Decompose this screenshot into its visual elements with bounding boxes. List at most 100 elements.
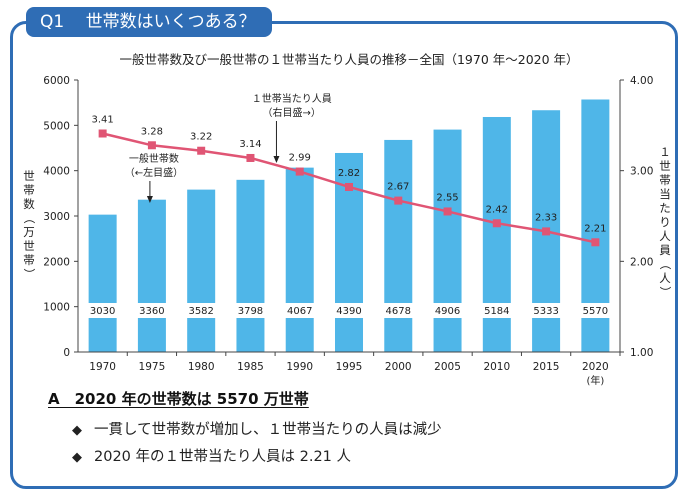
- bar: [137, 199, 166, 352]
- line-marker: [246, 153, 255, 162]
- left-axis-title: ）: [22, 268, 36, 280]
- bar-value-label: 4067: [287, 306, 312, 317]
- diamond-bullet-icon: ◆: [72, 423, 82, 438]
- bar: [285, 167, 314, 352]
- bar: [433, 129, 462, 352]
- right-tick-label: 3.00: [630, 166, 653, 178]
- left-axis-title: 帯: [23, 183, 35, 197]
- annotation-line-arrowhead: [273, 156, 280, 163]
- x-tick-label: 1970: [89, 361, 116, 373]
- line-marker: [98, 129, 107, 138]
- bar: [384, 139, 413, 352]
- right-axis-title: 員: [659, 243, 671, 257]
- left-axis-title: 世: [23, 169, 35, 183]
- x-tick-label: 2020: [582, 361, 609, 373]
- bar-value-label: 3030: [90, 306, 115, 317]
- diamond-bullet-icon: ◆: [72, 450, 82, 465]
- line-marker: [295, 167, 304, 176]
- bar-value-label: 3798: [238, 306, 263, 317]
- bar-label-box: [479, 303, 514, 318]
- x-tick-label: 1990: [286, 361, 313, 373]
- right-tick-label: 4.00: [630, 75, 653, 87]
- annotation-bar-arrowhead: [146, 196, 153, 203]
- left-axis-title: 数: [23, 197, 35, 211]
- annotation-bar-label: 一般世帯数: [129, 152, 179, 165]
- bar-label-box: [529, 303, 564, 318]
- question-number: Q1: [40, 12, 65, 32]
- bar: [236, 179, 265, 352]
- line-marker: [591, 238, 600, 247]
- left-tick-label: 6000: [43, 75, 70, 87]
- x-tick-label: 2005: [434, 361, 461, 373]
- x-tick-label: 1995: [336, 361, 363, 373]
- x-axis-unit: (年): [586, 374, 604, 387]
- x-tick-label: 2010: [483, 361, 510, 373]
- bar-value-label: 4906: [435, 306, 460, 317]
- answer-bullet-text: 一貫して世帯数が増加し、１世帯当たりの人員は減少: [94, 422, 442, 438]
- right-axis-title: 人: [659, 271, 671, 285]
- right-tick-label: 1.00: [630, 347, 653, 359]
- line-marker: [197, 146, 206, 155]
- x-tick-label: 2000: [385, 361, 412, 373]
- bar-value-label: 5570: [583, 306, 608, 317]
- answer-bullet-text: 2020 年の１世帯当たり人員は 2.21 人: [94, 449, 352, 465]
- line-marker: [345, 182, 353, 191]
- right-axis-title: 人: [659, 229, 671, 243]
- right-tick-label: 2.00: [630, 256, 653, 268]
- line-marker: [147, 141, 156, 150]
- bar-label-box: [85, 303, 120, 318]
- bar-label-box: [233, 303, 268, 318]
- bar-label-box: [282, 303, 317, 318]
- bar-value-label: 4390: [336, 306, 361, 317]
- bar-label-box: [578, 303, 613, 318]
- line-value-label: 2.21: [584, 223, 606, 234]
- x-tick-label: 1975: [139, 361, 166, 373]
- x-tick-label: 2015: [533, 361, 560, 373]
- annotation-line-label: １世帯当たり人員: [252, 92, 332, 105]
- left-tick-label: 1000: [43, 302, 70, 314]
- right-axis-title: ）: [658, 286, 672, 298]
- bar-value-label: 4678: [386, 306, 411, 317]
- line-value-label: 2.82: [338, 168, 360, 179]
- bar-value-label: 3360: [139, 306, 164, 317]
- annotation-bar-label: （←左目盛）: [125, 166, 183, 179]
- left-tick-label: 0: [63, 347, 70, 359]
- left-axis-title: 帯: [23, 253, 35, 267]
- left-tick-label: 3000: [43, 211, 70, 223]
- right-axis-title: り: [659, 215, 671, 229]
- line-marker: [542, 227, 551, 236]
- question-tab: Q1 世帯数はいくつある？: [26, 7, 272, 37]
- bar-label-box: [332, 303, 366, 318]
- x-tick-label: 1980: [188, 361, 215, 373]
- left-tick-label: 4000: [43, 166, 70, 178]
- answer-bullet-1: ◆ 一貫して世帯数が増加し、１世帯当たりの人員は減少: [72, 418, 442, 439]
- bar: [88, 214, 117, 352]
- left-tick-label: 5000: [43, 120, 70, 132]
- right-axis-title: （: [658, 258, 672, 270]
- line-marker: [394, 196, 403, 205]
- right-axis-title: た: [659, 201, 671, 215]
- bar-label-box: [184, 303, 219, 318]
- line-value-label: 3.41: [92, 114, 114, 125]
- bar-value-label: 5333: [533, 306, 558, 317]
- line-value-label: 2.42: [486, 204, 508, 215]
- right-axis-title: 帯: [659, 173, 671, 187]
- line-value-label: 2.99: [289, 153, 311, 164]
- left-tick-label: 2000: [43, 256, 70, 268]
- answer-title: A 2020 年の世帯数は 5570 万世帯: [48, 390, 309, 408]
- bar-label-box: [430, 303, 465, 318]
- bar-value-label: 3582: [188, 306, 213, 317]
- line-value-label: 3.14: [239, 139, 261, 150]
- line-value-label: 2.67: [387, 182, 409, 193]
- bar-label-box: [381, 303, 416, 318]
- right-axis-title: 世: [659, 159, 671, 173]
- chart-title: 一般世帯数及び一般世帯の１世帯当たり人員の推移－全国（1970 年～2020 年…: [119, 52, 578, 67]
- bar-label-box: [134, 303, 169, 318]
- left-axis-title: （: [22, 212, 36, 224]
- left-axis-title: 万: [23, 225, 35, 239]
- right-axis-title: 当: [659, 187, 671, 201]
- answer-bullet-2: ◆ 2020 年の１世帯当たり人員は 2.21 人: [72, 445, 351, 466]
- question-text: 世帯数はいくつある？: [85, 12, 256, 32]
- line-value-label: 2.33: [535, 212, 557, 223]
